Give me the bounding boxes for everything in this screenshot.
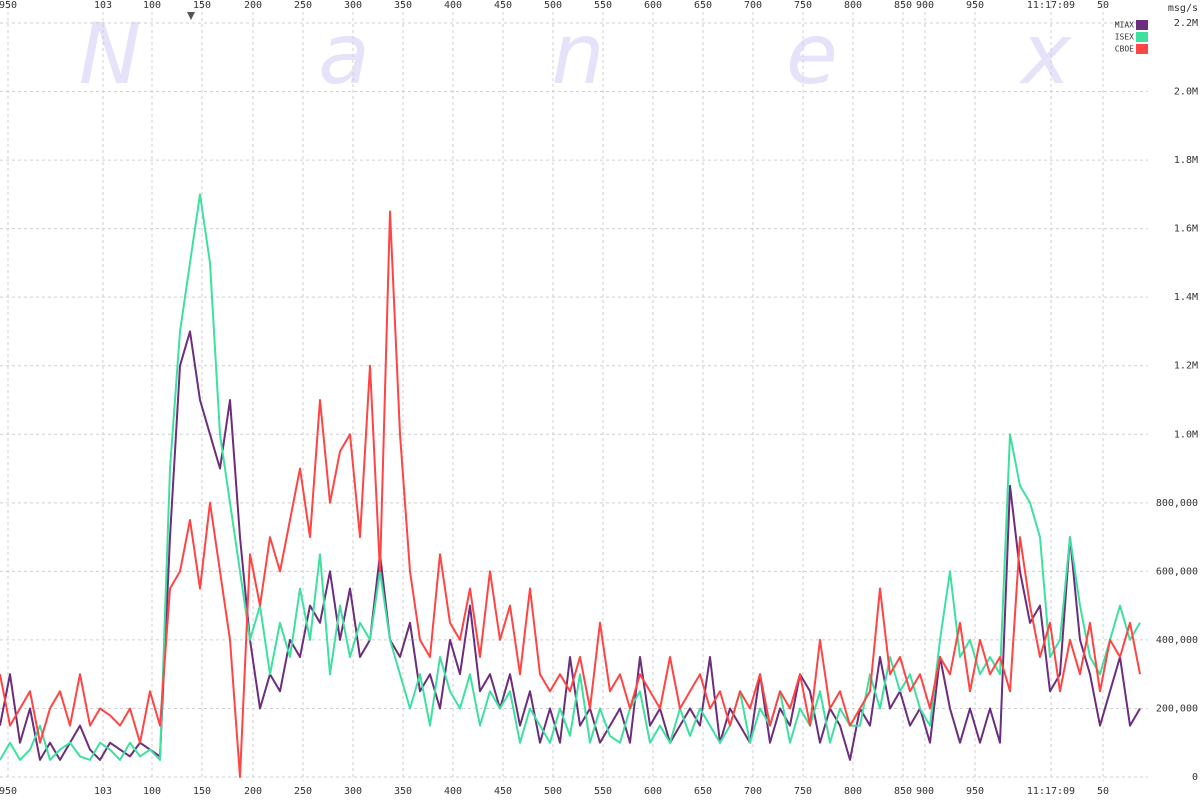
y-tick-label: 1.2M [1174, 361, 1198, 372]
watermark-letter: a [318, 5, 369, 103]
x-tick-label: 750 [794, 0, 812, 11]
x-tick-label: 100 [143, 0, 161, 11]
y-tick-label: 400,000 [1156, 635, 1198, 646]
legend-swatch [1136, 32, 1148, 42]
x-tick-label: 750 [794, 786, 812, 797]
y-tick-label: 1.8M [1174, 155, 1198, 166]
x-tick-label: 900 [916, 0, 934, 11]
x-tick-label: 103 [94, 786, 112, 797]
x-tick-label: 103 [94, 0, 112, 11]
x-tick-label: 300 [344, 0, 362, 11]
x-tick-label: 550 [594, 0, 612, 11]
x-tick-label: 50 [1097, 0, 1109, 11]
x-tick-label: 600 [644, 786, 662, 797]
x-tick-label: 950 [0, 786, 17, 797]
y-tick-label: 2.2M [1174, 18, 1198, 29]
x-tick-label: 500 [544, 786, 562, 797]
watermark-letter: n [551, 5, 604, 103]
x-tick-label: 400 [444, 0, 462, 11]
x-tick-label: 700 [744, 786, 762, 797]
legend-label: ISEX [1115, 33, 1134, 42]
x-tick-label: 200 [244, 786, 262, 797]
x-tick-label: 50 [1097, 786, 1109, 797]
x-tick-label: 200 [244, 0, 262, 11]
y-tick-label: 600,000 [1156, 566, 1198, 577]
y-tick-label: 1.4M [1174, 292, 1198, 303]
x-tick-label: 650 [694, 0, 712, 11]
x-tick-label: 900 [916, 786, 934, 797]
x-tick-label: 950 [966, 0, 984, 11]
legend-label: MIAX [1115, 21, 1134, 30]
x-tick-label: 350 [394, 786, 412, 797]
x-tick-label: 800 [844, 0, 862, 11]
y-tick-label: 200,000 [1156, 703, 1198, 714]
x-tick-label: 250 [294, 786, 312, 797]
x-tick-label: 850 [894, 786, 912, 797]
y-tick-label: 800,000 [1156, 498, 1198, 509]
x-tick-label: 450 [494, 0, 512, 11]
x-tick-label: 300 [344, 786, 362, 797]
y-tick-label: 2.0M [1174, 87, 1198, 98]
y-tick-label: 0 [1192, 772, 1198, 783]
x-tick-label: 950 [966, 786, 984, 797]
y-unit: msg/s [1168, 3, 1198, 14]
x-tick-label: 550 [594, 786, 612, 797]
legend-swatch [1136, 44, 1148, 54]
watermark-letter: N [79, 5, 142, 103]
series-line [0, 330, 1141, 761]
legend-swatch [1136, 20, 1148, 30]
x-tick-label: 600 [644, 0, 662, 11]
x-tick-label: 400 [444, 786, 462, 797]
x-tick-label: 250 [294, 0, 312, 11]
x-tick-label: 11:17:09 [1027, 0, 1075, 11]
series-line [0, 193, 1141, 761]
legend-label: CBOE [1115, 45, 1134, 54]
x-tick-label: 800 [844, 786, 862, 797]
x-tick-label: 700 [744, 0, 762, 11]
x-tick-label: 650 [694, 786, 712, 797]
x-tick-label: 11:17:09 [1027, 786, 1075, 797]
x-tick-label: 450 [494, 786, 512, 797]
x-tick-label: 150 [193, 786, 211, 797]
x-tick-label: 950 [0, 0, 17, 11]
x-tick-label: 500 [544, 0, 562, 11]
x-tick-label: 100 [143, 786, 161, 797]
y-tick-label: 1.6M [1174, 224, 1198, 235]
x-tick-label: 850 [894, 0, 912, 11]
watermark-letter: e [786, 5, 838, 103]
x-tick-label: 150 [193, 0, 211, 11]
marker [187, 12, 195, 20]
x-tick-label: 350 [394, 0, 412, 11]
y-tick-label: 1.0M [1174, 429, 1198, 440]
watermark-letter: x [1018, 5, 1072, 103]
series-line [0, 210, 1141, 778]
